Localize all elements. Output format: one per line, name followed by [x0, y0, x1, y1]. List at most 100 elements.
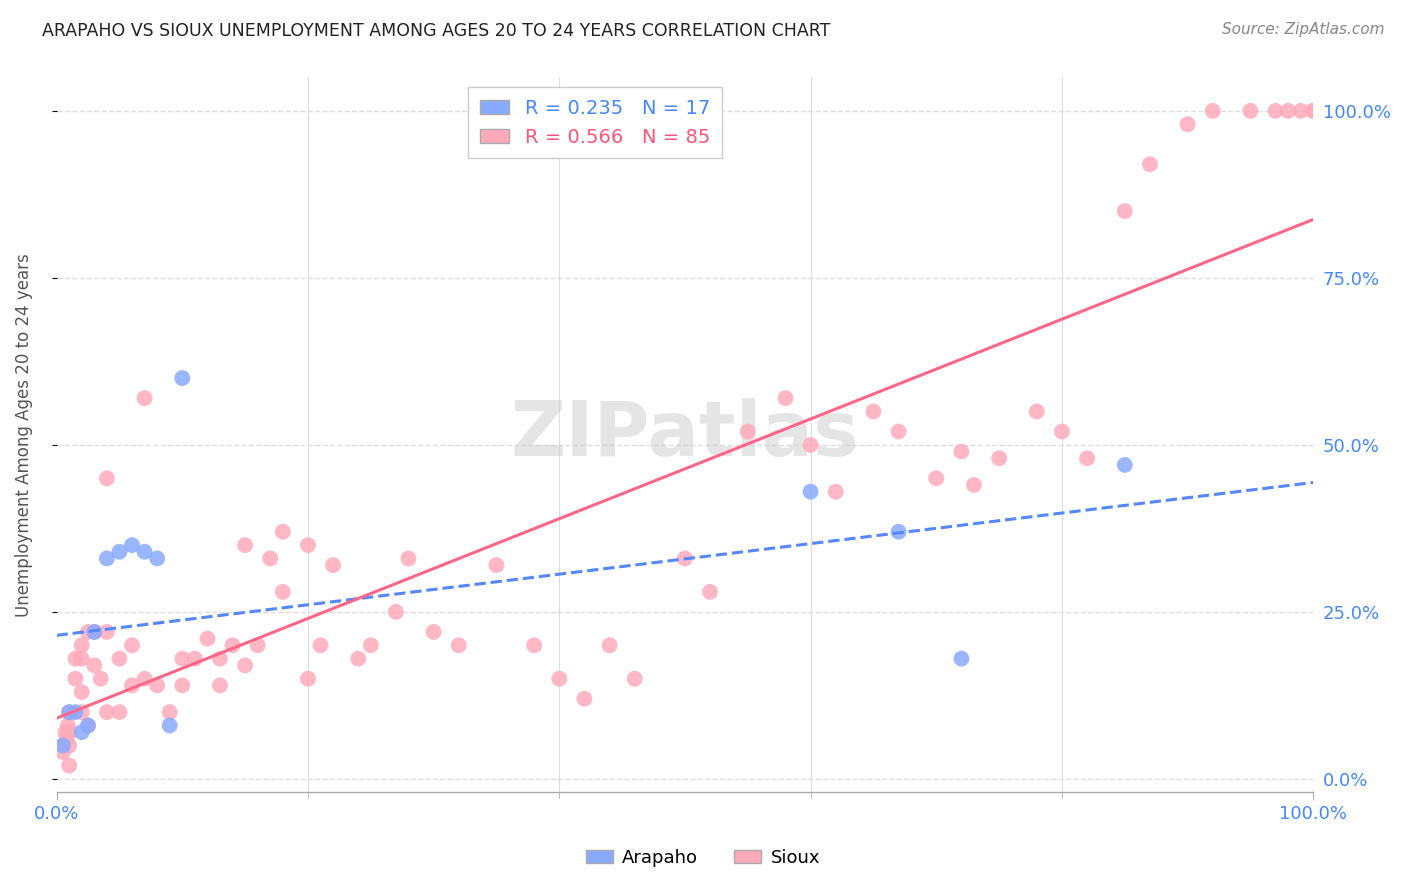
Point — [737, 425, 759, 439]
Point — [1239, 103, 1261, 118]
Point — [55, 725, 77, 739]
Point — [925, 471, 948, 485]
Point — [172, 651, 194, 665]
Point — [96, 471, 118, 485]
Point — [77, 718, 100, 732]
Point — [950, 651, 973, 665]
Point — [1114, 458, 1136, 472]
Point — [52, 739, 75, 753]
Point — [83, 624, 105, 639]
Point — [159, 718, 181, 732]
Point — [1302, 103, 1324, 118]
Point — [96, 624, 118, 639]
Point — [159, 705, 181, 719]
Point — [447, 638, 470, 652]
Point — [1177, 117, 1199, 131]
Text: ARAPAHO VS SIOUX UNEMPLOYMENT AMONG AGES 20 TO 24 YEARS CORRELATION CHART: ARAPAHO VS SIOUX UNEMPLOYMENT AMONG AGES… — [42, 22, 831, 40]
Point — [55, 731, 77, 746]
Point — [65, 672, 87, 686]
Point — [523, 638, 546, 652]
Point — [58, 705, 80, 719]
Point — [90, 672, 112, 686]
Point — [184, 651, 207, 665]
Legend: Arapaho, Sioux: Arapaho, Sioux — [579, 842, 827, 874]
Point — [775, 391, 797, 405]
Point — [1025, 404, 1047, 418]
Point — [58, 705, 80, 719]
Point — [800, 438, 823, 452]
Point — [233, 538, 256, 552]
Point — [121, 638, 143, 652]
Point — [271, 524, 294, 539]
Point — [58, 739, 80, 753]
Point — [108, 705, 131, 719]
Point — [297, 538, 319, 552]
Point — [548, 672, 571, 686]
Point — [58, 725, 80, 739]
Point — [208, 678, 231, 692]
Point — [623, 672, 645, 686]
Point — [1050, 425, 1073, 439]
Point — [134, 545, 156, 559]
Point — [800, 484, 823, 499]
Y-axis label: Unemployment Among Ages 20 to 24 years: Unemployment Among Ages 20 to 24 years — [15, 253, 32, 616]
Point — [422, 624, 444, 639]
Point — [824, 484, 846, 499]
Point — [988, 451, 1011, 466]
Point — [172, 678, 194, 692]
Point — [121, 678, 143, 692]
Point — [322, 558, 344, 573]
Point — [1289, 103, 1312, 118]
Point — [271, 585, 294, 599]
Point — [146, 678, 169, 692]
Point — [108, 545, 131, 559]
Point — [134, 391, 156, 405]
Point — [599, 638, 621, 652]
Point — [309, 638, 332, 652]
Point — [58, 758, 80, 772]
Point — [1202, 103, 1225, 118]
Point — [347, 651, 370, 665]
Point — [862, 404, 884, 418]
Point — [485, 558, 508, 573]
Legend: R = 0.235   N = 17, R = 0.566   N = 85: R = 0.235 N = 17, R = 0.566 N = 85 — [468, 87, 721, 158]
Point — [259, 551, 281, 566]
Point — [360, 638, 382, 652]
Point — [52, 739, 75, 753]
Point — [1302, 103, 1324, 118]
Point — [65, 651, 87, 665]
Point — [134, 672, 156, 686]
Point — [887, 425, 910, 439]
Point — [1114, 204, 1136, 219]
Point — [1277, 103, 1299, 118]
Point — [52, 745, 75, 759]
Point — [574, 691, 596, 706]
Point — [197, 632, 219, 646]
Point — [70, 651, 93, 665]
Point — [70, 685, 93, 699]
Point — [146, 551, 169, 566]
Point — [1264, 103, 1286, 118]
Point — [233, 658, 256, 673]
Point — [221, 638, 243, 652]
Point — [699, 585, 721, 599]
Point — [1139, 157, 1161, 171]
Point — [83, 624, 105, 639]
Point — [121, 538, 143, 552]
Point — [70, 725, 93, 739]
Point — [385, 605, 408, 619]
Point — [96, 551, 118, 566]
Text: Source: ZipAtlas.com: Source: ZipAtlas.com — [1222, 22, 1385, 37]
Point — [172, 371, 194, 385]
Point — [83, 658, 105, 673]
Point — [1076, 451, 1098, 466]
Point — [77, 718, 100, 732]
Point — [398, 551, 420, 566]
Point — [208, 651, 231, 665]
Point — [246, 638, 269, 652]
Point — [297, 672, 319, 686]
Point — [70, 638, 93, 652]
Point — [65, 705, 87, 719]
Point — [673, 551, 696, 566]
Point — [108, 651, 131, 665]
